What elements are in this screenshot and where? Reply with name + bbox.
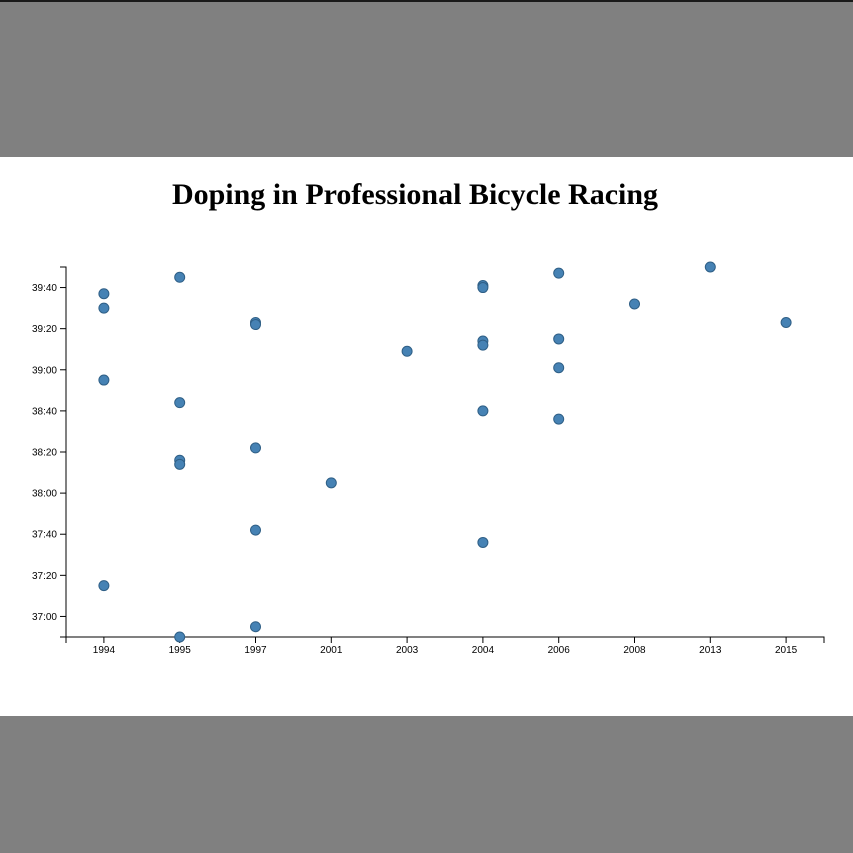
x-tick-label: 1997 [244, 645, 267, 656]
x-tick-label: 2001 [320, 645, 343, 656]
data-point [477, 282, 489, 294]
data-point [629, 298, 640, 310]
x-tick-label: 2003 [396, 645, 419, 656]
chart-panel [0, 157, 853, 716]
data-point [250, 319, 261, 331]
data-point [553, 362, 565, 374]
data-point [553, 333, 565, 345]
top-border [0, 0, 853, 2]
x-tick-label: 2006 [548, 645, 571, 656]
y-tick-label: 37:40 [32, 530, 57, 541]
data-point [704, 261, 716, 273]
y-tick-label: 39:00 [32, 365, 57, 376]
data-point [98, 374, 110, 386]
y-tick-label: 38:00 [32, 489, 57, 500]
y-tick-label: 38:20 [32, 448, 57, 459]
y-tick-label: 38:40 [32, 406, 57, 417]
data-point [174, 631, 186, 643]
x-tick-label: 2008 [623, 645, 646, 656]
y-axis: 37:00 37:20 37:40 38:00 38:20 38:40 39:00 39:20… [32, 266, 67, 638]
data-point [780, 317, 792, 328]
x-tick-label: 2013 [699, 645, 722, 656]
y-tick-label: 37:20 [32, 571, 57, 582]
data-point [553, 267, 565, 279]
data-point [98, 288, 110, 300]
data-point [174, 271, 186, 283]
data-point [477, 536, 489, 548]
y-tick-label: 39:20 [32, 324, 57, 335]
data-point [250, 524, 261, 536]
data-point [174, 458, 186, 470]
data-points [98, 261, 792, 643]
data-point [477, 405, 489, 417]
data-point [477, 339, 489, 351]
data-point [98, 580, 110, 592]
data-point [174, 397, 186, 409]
x-tick-label: 2015 [775, 645, 798, 656]
y-tick-label: 37:00 [32, 612, 57, 623]
x-axis-line [65, 636, 825, 643]
x-tick-label: 2004 [472, 645, 495, 656]
x-tick-label: 1994 [93, 645, 116, 656]
data-point [325, 477, 337, 489]
data-point [553, 413, 565, 425]
x-axis: 1994 1995 1997 2001 2003 2004 2006 2008 2013 2015 [65, 636, 825, 656]
data-point [401, 345, 413, 357]
y-tick-label: 39:40 [32, 283, 57, 294]
data-point [250, 442, 261, 454]
x-tick-label: 1995 [169, 645, 192, 656]
data-point [98, 302, 110, 314]
chart-title: Doping in Professional Bicycle Racing [171, 178, 659, 211]
data-point [250, 621, 261, 633]
